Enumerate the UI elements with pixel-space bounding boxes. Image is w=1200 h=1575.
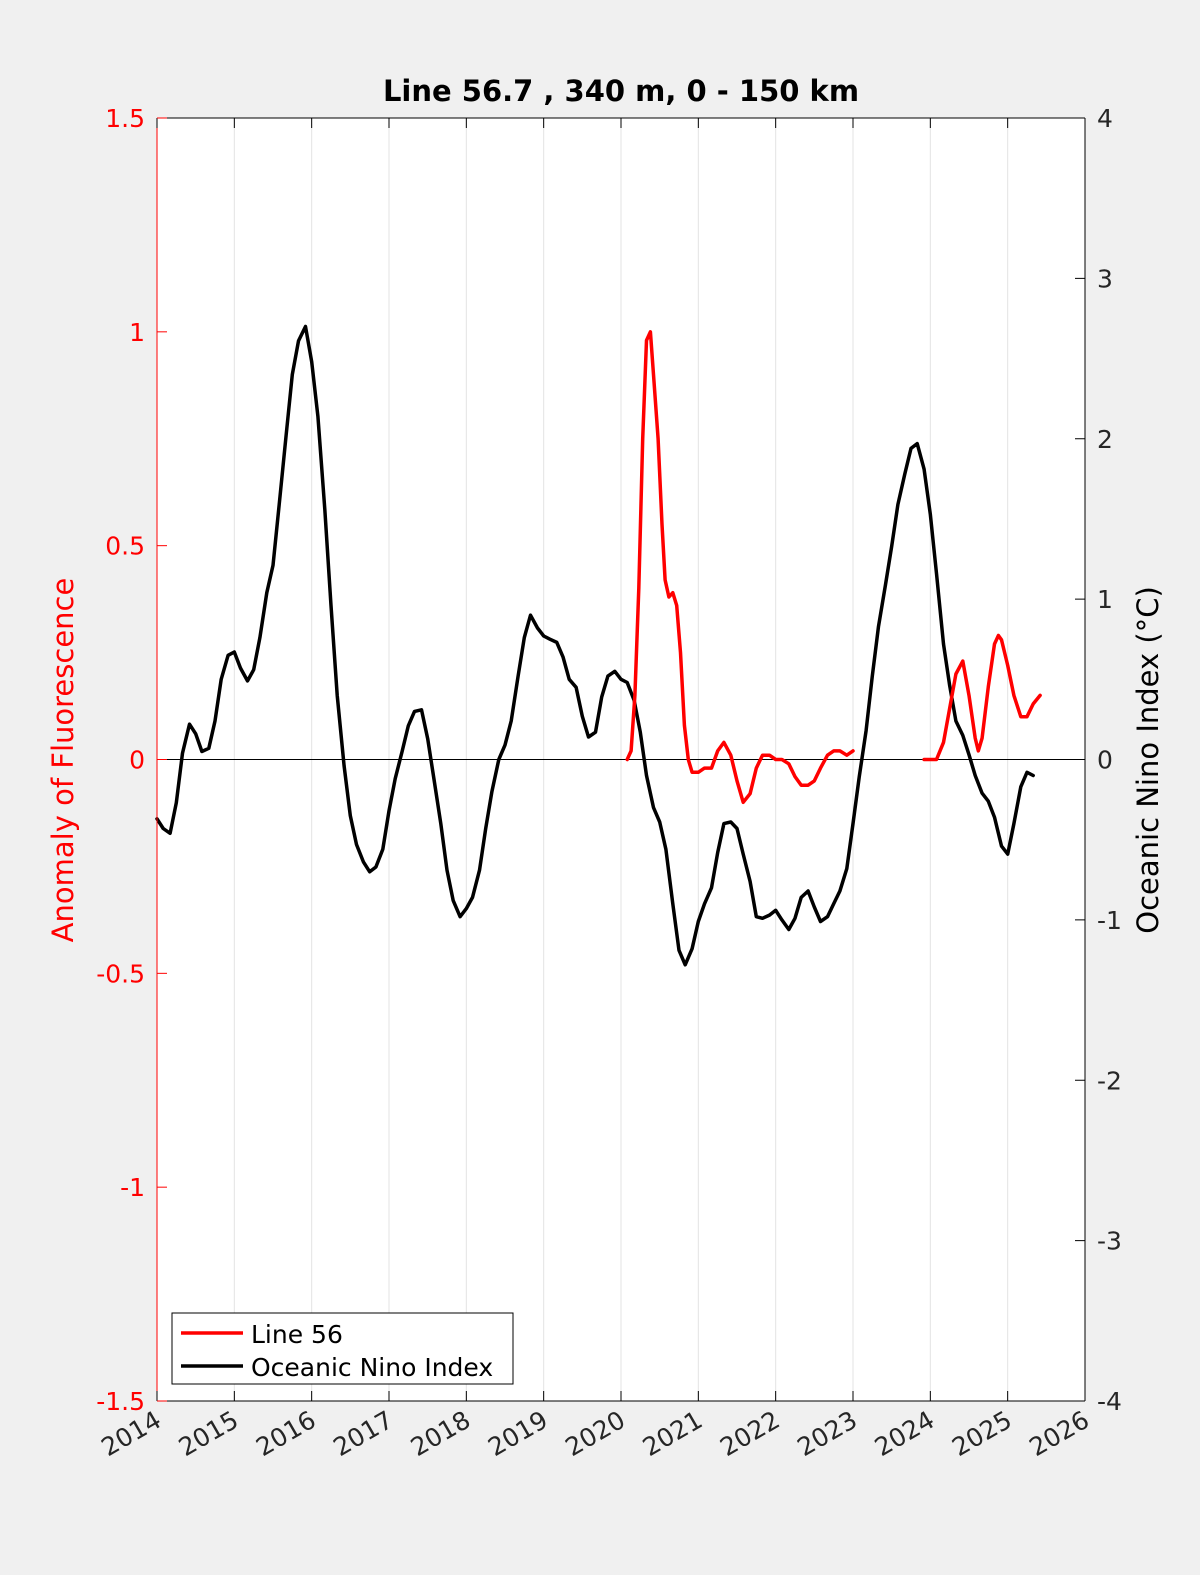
series-line-line-56-seg-1 — [922, 633, 1042, 762]
right-tick-label: 2 — [1097, 425, 1113, 454]
right-tick-label: 4 — [1097, 104, 1113, 133]
legend: Line 56 Oceanic Nino Index — [171, 1312, 514, 1385]
right-tick-label: 1 — [1097, 585, 1113, 614]
right-tick-label: -4 — [1097, 1387, 1122, 1416]
legend-label-oni: Oceanic Nino Index — [251, 1353, 493, 1382]
series-line-line-56-seg-0 — [625, 330, 855, 805]
left-axis-label: Anomaly of Fluorescence — [46, 578, 80, 943]
left-tick-label: -0.5 — [96, 959, 145, 988]
legend-box — [171, 1312, 514, 1385]
left-tick-label: -1.5 — [96, 1387, 145, 1416]
legend-label-line-56: Line 56 — [251, 1320, 343, 1349]
right-tick-label: -2 — [1097, 1066, 1122, 1095]
right-tick-label: -1 — [1097, 906, 1122, 935]
left-tick-label: -1 — [120, 1173, 145, 1202]
right-axis-label: Oceanic Nino Index (°C) — [1131, 586, 1165, 934]
left-tick-label: 1 — [129, 318, 145, 347]
left-tick-label: 0.5 — [105, 532, 145, 561]
series-line-oceanic-nino-index-seg-0 — [155, 324, 1035, 967]
left-tick-label: 0 — [129, 746, 145, 775]
series-layer — [155, 324, 1042, 967]
left-tick-label: 1.5 — [105, 104, 145, 133]
chart-title: Line 56.7 , 340 m, 0 - 150 km — [383, 74, 859, 108]
right-tick-label: 0 — [1097, 746, 1113, 775]
right-tick-label: -3 — [1097, 1227, 1122, 1256]
right-tick-label: 3 — [1097, 264, 1113, 293]
